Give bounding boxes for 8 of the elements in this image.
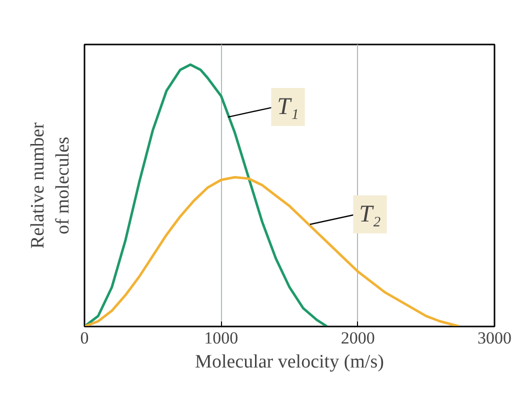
x-tick-label: 3000 xyxy=(478,328,512,348)
x-tick-label: 1000 xyxy=(204,328,238,348)
y-axis-title: Relative number of molecules xyxy=(27,122,74,249)
x-tick-label: 2000 xyxy=(340,328,375,348)
x-tick-label: 0 xyxy=(80,328,89,348)
annotation: T₁ xyxy=(277,94,299,120)
x-axis-title: Molecular velocity (m/s) xyxy=(195,352,384,372)
annotation: T₂ xyxy=(359,201,381,228)
